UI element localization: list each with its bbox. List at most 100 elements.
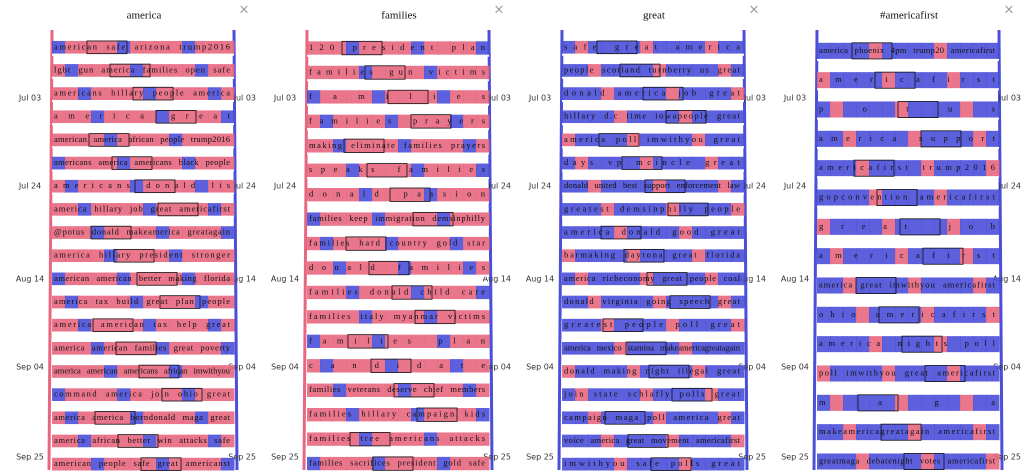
band-segment [437,408,451,422]
band-segment [934,277,948,294]
band-segment [921,189,935,206]
band-segment [91,203,105,216]
band-segment [221,179,235,193]
band-segment [208,388,222,402]
band-segment [359,310,373,324]
band-segment [960,306,974,323]
band-segment [476,334,490,349]
highlight-box [341,40,383,56]
band-segment [130,249,144,263]
close-button[interactable]: × [494,3,505,18]
band-segment [718,295,732,309]
band-segment [437,261,451,275]
date-label: Sep 25 [738,453,766,462]
band-segment [731,272,745,286]
row-words: join state schlafly polls great [563,389,741,399]
band-segment [908,277,922,294]
band-segment [627,249,641,263]
band-segment [692,342,706,355]
band-segment [692,226,706,239]
band-segment [307,188,321,202]
band-segment [692,295,706,309]
band-segment [91,272,105,286]
band-segment [208,272,222,286]
band-segment [614,388,628,402]
band-segment [333,334,347,349]
band-segment [195,64,209,77]
band-segment [156,411,170,425]
band-segment [195,40,209,54]
band-segment [411,383,425,397]
band-segment [476,114,490,129]
band-segment [320,383,334,397]
row-words: america great [54,111,231,121]
band-segment [78,365,92,378]
band-segment [65,203,79,216]
band-segment [666,249,680,263]
band-segment [627,64,641,77]
band-segment [947,189,961,206]
band-gap [562,285,744,288]
band-segment [731,411,745,425]
band-segment [640,133,654,147]
band-segment [718,272,732,286]
band-segment [208,365,222,378]
band-segment [908,248,922,265]
band-segment [731,40,745,54]
band-segment [973,218,987,235]
band-segment [398,139,412,153]
band-gap [562,53,744,56]
row-words: families italy myanmar victims [309,311,485,321]
band-segment [817,72,831,89]
band-segment [221,87,235,100]
band-segment [208,203,222,216]
close-button[interactable]: × [239,3,250,18]
band-segment [52,87,66,100]
band-segment [104,272,118,286]
band-segment [986,453,1000,470]
row-words: poll imwithyou great americafirst [819,367,996,377]
band-segment [986,277,1000,294]
band-segment [601,40,615,54]
band-gap [562,238,744,241]
band-segment [817,42,831,59]
band-segment [601,388,615,402]
band-segment [973,160,987,177]
band-segment [817,306,831,323]
band-segment [731,226,745,239]
band-segment [705,40,719,54]
band-segment [359,334,373,349]
highlight-box [414,309,456,325]
band-segment [450,334,464,349]
band-segment [463,334,477,349]
band-gap [817,469,999,472]
band-segment [130,226,144,239]
band-segment [411,163,425,177]
left-edge [812,29,819,471]
band-segment [78,110,92,124]
band-segment [692,156,706,170]
band-segment [372,114,386,129]
band-segment [307,139,321,153]
band-segment [307,163,321,177]
band-gap [562,401,744,404]
band-segment [666,179,680,193]
close-button[interactable]: × [1004,3,1015,18]
highlight-box [138,364,180,379]
highlight-box [161,387,203,402]
band-segment [52,133,66,147]
band-segment [424,114,438,129]
band-segment [947,248,961,265]
band-segment [830,218,844,235]
band-segment [562,40,576,54]
row-words: campaign maga poll america great [564,412,741,422]
close-button[interactable]: × [749,3,760,18]
row-words: america mexico stamina makeamericagreata… [564,342,741,352]
band-gap [307,79,489,82]
band-segment [476,261,490,275]
band-segment [78,226,92,239]
highlight-box [878,306,920,324]
band-segment [156,179,170,193]
band-segment [666,203,680,216]
band-segment [156,40,170,54]
